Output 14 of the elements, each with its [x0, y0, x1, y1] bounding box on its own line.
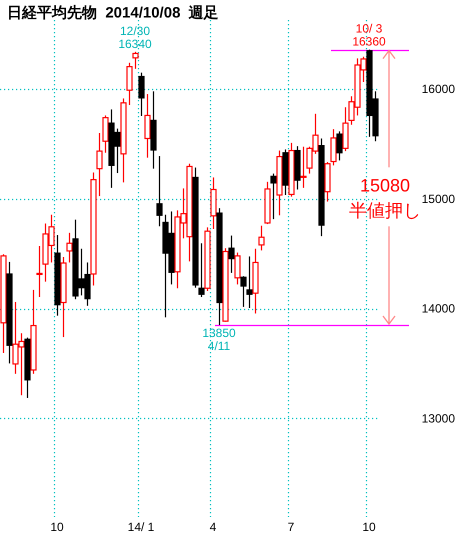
- xtick-label: 4: [210, 520, 216, 534]
- annotation: 10/ 3 16360: [352, 22, 386, 49]
- annotation: 15080 半値押し: [349, 175, 421, 220]
- xtick-label: 10: [50, 520, 64, 534]
- xtick-label: 7: [288, 520, 294, 534]
- ytick-label: 14000: [422, 302, 455, 316]
- title: 日経平均先物 2014/10/08 週足: [7, 4, 219, 22]
- xtick-label: 14/ 1: [128, 520, 154, 534]
- xtick-label: 10: [362, 520, 376, 534]
- ytick-label: 15000: [422, 192, 455, 206]
- annotation: 13850 4/11: [202, 326, 236, 353]
- annotation: 12/30 16340: [118, 24, 152, 51]
- ytick-label: 16000: [422, 82, 455, 96]
- ytick-label: 13000: [422, 411, 455, 426]
